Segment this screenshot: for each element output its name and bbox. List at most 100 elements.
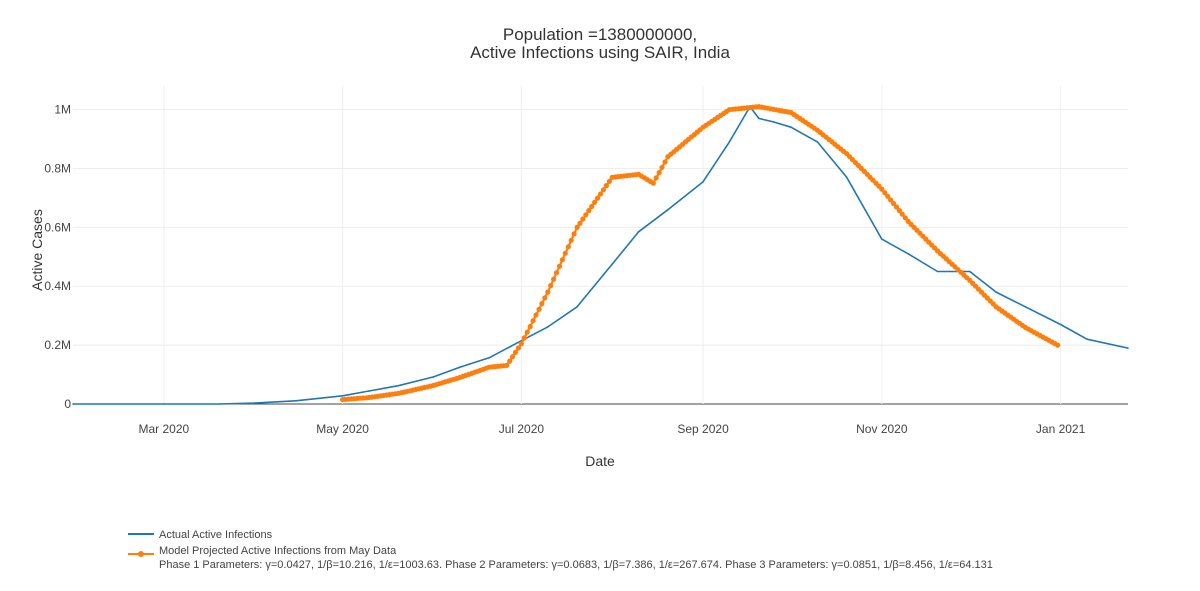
series-marker-model xyxy=(1055,342,1061,348)
series-marker-model xyxy=(595,195,601,201)
series-marker-model xyxy=(548,283,554,289)
chart-title-line-1: Population =1380000000, xyxy=(503,25,697,44)
series-marker-model xyxy=(562,250,568,256)
series-marker-model xyxy=(507,358,513,364)
series-marker-model xyxy=(603,183,610,189)
y-tick-label: 0.8M xyxy=(44,161,71,175)
series-marker-model xyxy=(559,257,566,263)
y-axis-ticks: 0 0.2M 0.4M 0.6M 0.8M 1M xyxy=(44,103,71,411)
x-tick-label: May 2020 xyxy=(316,422,369,436)
x-tick-label: Sep 2020 xyxy=(677,422,729,436)
y-tick-label: 0.4M xyxy=(44,279,71,293)
x-tick-label: Jul 2020 xyxy=(499,422,545,436)
series-point-actual xyxy=(758,117,760,120)
legend-item-model[interactable]: Model Projected Active Infections from M… xyxy=(128,545,993,571)
y-tick-label: 0 xyxy=(64,397,71,411)
series-marker-model xyxy=(512,349,519,355)
series-marker-model xyxy=(565,244,571,250)
series-point-actual xyxy=(845,176,848,179)
legend-label-actual: Actual Active Infections xyxy=(159,529,273,541)
series-point-actual xyxy=(1059,323,1062,326)
series-point-actual xyxy=(253,402,256,404)
series-marker-model xyxy=(542,295,548,301)
y-tick-label: 0.6M xyxy=(44,220,71,234)
series-point-actual xyxy=(969,270,971,273)
series-point-actual xyxy=(936,270,939,273)
y-tick-label: 1M xyxy=(54,103,71,117)
series-point-actual xyxy=(728,141,731,143)
series-point-actual xyxy=(72,403,74,405)
series-marker-model xyxy=(524,329,530,335)
series-point-actual xyxy=(995,291,997,293)
series-marker-model xyxy=(600,187,607,193)
series-marker-model xyxy=(518,341,525,347)
series-marker-model xyxy=(571,231,577,237)
series-marker-model xyxy=(551,276,557,282)
series-point-actual xyxy=(790,126,792,128)
series-marker-model xyxy=(504,362,510,368)
series-marker-model xyxy=(899,211,905,217)
series-marker-model xyxy=(586,208,592,214)
series-marker-model xyxy=(589,203,595,210)
series-marker-model xyxy=(662,159,668,165)
legend-label-model: Model Projected Active Infections from M… xyxy=(159,545,397,557)
series-marker-model xyxy=(893,204,900,210)
grid-layer xyxy=(73,86,1128,405)
series-point-actual xyxy=(341,395,344,397)
series-marker-model xyxy=(509,354,516,360)
series-marker-model xyxy=(896,208,903,214)
chart-title-line-2: Active Infections using SAIR, India xyxy=(470,43,730,62)
series-marker-model xyxy=(650,180,656,186)
series-point-actual xyxy=(459,366,461,369)
series-point-actual xyxy=(576,306,578,308)
series-point-actual xyxy=(432,376,435,378)
series-marker-model xyxy=(659,164,665,170)
series-point-actual xyxy=(397,384,400,387)
series-point-actual xyxy=(772,121,775,123)
series-marker-model xyxy=(574,224,580,230)
series-marker-model xyxy=(545,289,551,295)
series-marker-model xyxy=(580,216,586,222)
series-line-model xyxy=(342,105,1059,401)
legend[interactable]: Actual Active Infections Model Projected… xyxy=(128,529,993,571)
series-marker-model xyxy=(879,186,885,192)
series-marker-model xyxy=(515,345,522,351)
legend-marker-model xyxy=(138,551,144,557)
series-marker-model xyxy=(606,178,612,184)
series-point-actual xyxy=(1127,347,1129,349)
series-marker-model xyxy=(597,191,604,197)
series-layer xyxy=(72,104,1129,405)
series-marker-model xyxy=(568,237,574,243)
x-tick-label: Jan 2021 xyxy=(1036,422,1086,436)
series-marker-model xyxy=(521,335,527,341)
series-marker-model xyxy=(902,215,908,221)
series-point-actual xyxy=(881,238,883,240)
series-point-actual xyxy=(702,180,704,183)
series-marker-model xyxy=(583,212,589,218)
series-marker-model xyxy=(885,193,891,199)
series-marker-model xyxy=(536,306,542,312)
series-point-actual xyxy=(951,270,953,273)
series-marker-model xyxy=(891,200,897,207)
series-line-actual xyxy=(73,105,1129,405)
series-point-actual xyxy=(816,141,819,143)
series-marker-model xyxy=(539,301,545,307)
series-marker-model xyxy=(653,175,659,181)
x-axis-title: Date xyxy=(585,453,615,469)
series-point-actual xyxy=(637,231,640,233)
series-marker-model xyxy=(556,263,563,269)
series-point-actual xyxy=(368,390,370,392)
legend-item-actual[interactable]: Actual Active Infections xyxy=(128,529,273,541)
legend-phase-parameters: Phase 1 Parameters: γ=0.0427, 1/β=10.216… xyxy=(159,559,993,571)
series-marker-model xyxy=(888,197,894,203)
x-axis-ticks: Mar 2020 May 2020 Jul 2020 Sep 2020 Nov 2020… xyxy=(138,422,1085,436)
series-point-actual xyxy=(667,208,669,211)
series-point-actual xyxy=(547,326,549,328)
series-marker-model xyxy=(577,220,583,226)
series-point-actual xyxy=(488,357,490,359)
series-marker-model xyxy=(592,199,598,205)
series-marker-model xyxy=(527,323,533,330)
series-point-actual xyxy=(294,400,297,402)
